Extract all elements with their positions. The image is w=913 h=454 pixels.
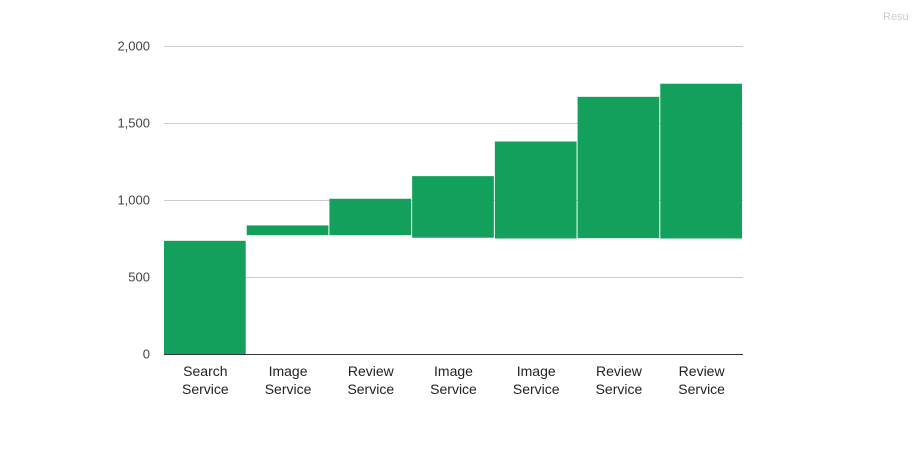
x-tick-label: Review Service (347, 363, 394, 397)
bars (164, 83, 742, 354)
y-tick-label: 2,000 (117, 39, 150, 54)
x-tick-label: Review Service (678, 363, 725, 397)
x-tick-label: Review Service (596, 363, 643, 397)
bar (412, 176, 494, 238)
x-tick-label: Image Service (430, 363, 477, 397)
bar (660, 83, 742, 239)
bar (577, 96, 660, 239)
bar (246, 225, 329, 236)
bar (164, 240, 246, 354)
x-tick-label: Search Service (182, 363, 229, 397)
bar (494, 141, 577, 239)
x-tick-label: Image Service (513, 363, 560, 397)
x-axis-labels: Search Service Image Service Review Service Im… (182, 363, 725, 397)
x-tick-label: Image Service (265, 363, 312, 397)
corner-label: Resu (883, 11, 909, 23)
y-tick-label: 1,000 (117, 193, 150, 208)
bar (329, 198, 412, 236)
y-tick-label: 0 (143, 347, 150, 362)
y-tick-label: 1,500 (117, 116, 150, 131)
y-axis-labels: 0 500 1,000 1,500 2,000 (117, 39, 150, 362)
y-tick-label: 500 (128, 270, 150, 285)
